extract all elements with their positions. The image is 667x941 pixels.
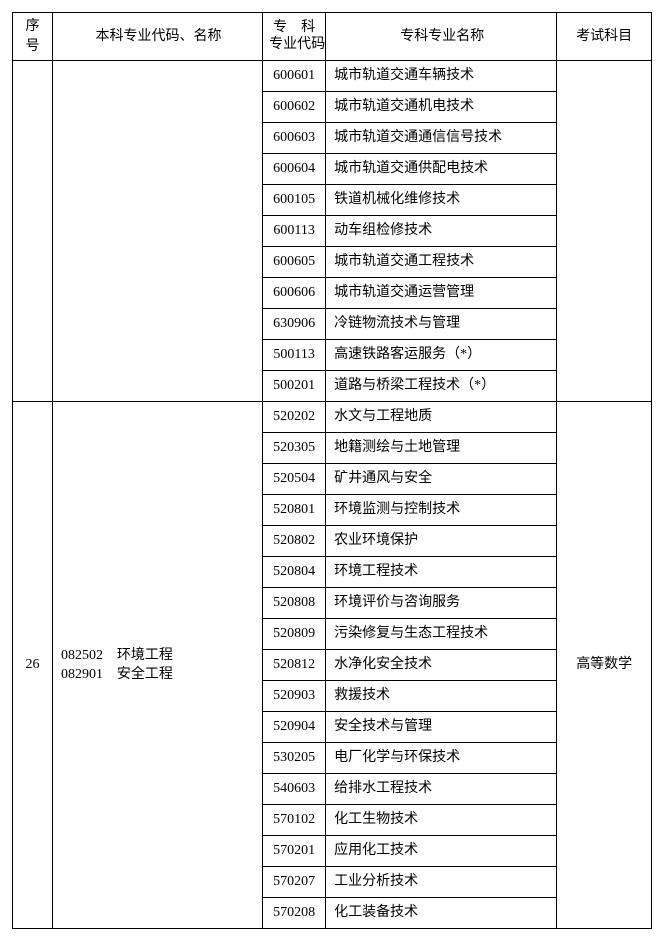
cell-zk-name: 农业环境保护 xyxy=(326,526,557,557)
cell-zk-code: 520904 xyxy=(263,712,326,743)
cell-exam xyxy=(557,61,652,402)
cell-zk-name: 城市轨道交通通信信号技术 xyxy=(326,123,557,154)
cell-seq xyxy=(13,61,53,402)
cell-zk-name: 化工装备技术 xyxy=(326,898,557,929)
cell-zk-name: 电厂化学与环保技术 xyxy=(326,743,557,774)
col-header-zkcode: 专 科 专业代码 xyxy=(263,13,326,61)
cell-zk-code: 570207 xyxy=(263,867,326,898)
cell-bk xyxy=(52,61,262,402)
cell-zk-code: 520202 xyxy=(263,402,326,433)
table-row: 26082502 环境工程 082901 安全工程520202水文与工程地质高等… xyxy=(13,402,652,433)
cell-zk-code: 520305 xyxy=(263,433,326,464)
cell-zk-name: 环境工程技术 xyxy=(326,557,557,588)
cell-zk-code: 600602 xyxy=(263,92,326,123)
cell-zk-name: 城市轨道交通运营管理 xyxy=(326,278,557,309)
cell-zk-code: 520802 xyxy=(263,526,326,557)
cell-zk-code: 570102 xyxy=(263,805,326,836)
cell-zk-code: 520504 xyxy=(263,464,326,495)
cell-seq: 26 xyxy=(13,402,53,929)
cell-zk-code: 600601 xyxy=(263,61,326,92)
cell-zk-code: 530205 xyxy=(263,743,326,774)
cell-bk: 082502 环境工程 082901 安全工程 xyxy=(52,402,262,929)
col-header-bk: 本科专业代码、名称 xyxy=(52,13,262,61)
cell-zk-code: 520808 xyxy=(263,588,326,619)
cell-zk-name: 水文与工程地质 xyxy=(326,402,557,433)
cell-zk-name: 化工生物技术 xyxy=(326,805,557,836)
cell-zk-name: 环境评价与咨询服务 xyxy=(326,588,557,619)
cell-zk-code: 520903 xyxy=(263,681,326,712)
cell-zk-code: 500201 xyxy=(263,371,326,402)
cell-zk-name: 应用化工技术 xyxy=(326,836,557,867)
cell-zk-code: 600606 xyxy=(263,278,326,309)
majors-table: 序号 本科专业代码、名称 专 科 专业代码 专科专业名称 考试科目 600601… xyxy=(12,12,652,929)
cell-zk-code: 600113 xyxy=(263,216,326,247)
cell-zk-code: 520804 xyxy=(263,557,326,588)
cell-zk-name: 铁道机械化维修技术 xyxy=(326,185,557,216)
cell-zk-code: 600105 xyxy=(263,185,326,216)
cell-zk-name: 道路与桥梁工程技术（*） xyxy=(326,371,557,402)
cell-zk-name: 给排水工程技术 xyxy=(326,774,557,805)
cell-zk-code: 520809 xyxy=(263,619,326,650)
cell-zk-code: 520801 xyxy=(263,495,326,526)
col-header-zkname: 专科专业名称 xyxy=(326,13,557,61)
cell-zk-name: 动车组检修技术 xyxy=(326,216,557,247)
cell-zk-name: 水净化安全技术 xyxy=(326,650,557,681)
cell-zk-name: 城市轨道交通供配电技术 xyxy=(326,154,557,185)
table-body: 600601城市轨道交通车辆技术600602城市轨道交通机电技术600603城市… xyxy=(13,61,652,929)
cell-zk-name: 高速铁路客运服务（*） xyxy=(326,340,557,371)
cell-exam: 高等数学 xyxy=(557,402,652,929)
cell-zk-code: 540603 xyxy=(263,774,326,805)
cell-zk-name: 城市轨道交通工程技术 xyxy=(326,247,557,278)
cell-zk-code: 520812 xyxy=(263,650,326,681)
cell-zk-name: 城市轨道交通机电技术 xyxy=(326,92,557,123)
cell-zk-name: 安全技术与管理 xyxy=(326,712,557,743)
table-header-row: 序号 本科专业代码、名称 专 科 专业代码 专科专业名称 考试科目 xyxy=(13,13,652,61)
cell-zk-name: 矿井通风与安全 xyxy=(326,464,557,495)
cell-zk-code: 570208 xyxy=(263,898,326,929)
cell-zk-name: 冷链物流技术与管理 xyxy=(326,309,557,340)
cell-zk-name: 污染修复与生态工程技术 xyxy=(326,619,557,650)
cell-zk-name: 城市轨道交通车辆技术 xyxy=(326,61,557,92)
table-row: 600601城市轨道交通车辆技术 xyxy=(13,61,652,92)
cell-zk-code: 600604 xyxy=(263,154,326,185)
cell-zk-code: 600603 xyxy=(263,123,326,154)
cell-zk-code: 500113 xyxy=(263,340,326,371)
cell-zk-name: 地籍测绘与土地管理 xyxy=(326,433,557,464)
cell-zk-name: 工业分析技术 xyxy=(326,867,557,898)
cell-zk-code: 570201 xyxy=(263,836,326,867)
cell-zk-name: 救援技术 xyxy=(326,681,557,712)
col-header-seq: 序号 xyxy=(13,13,53,61)
col-header-exam: 考试科目 xyxy=(557,13,652,61)
cell-zk-code: 600605 xyxy=(263,247,326,278)
cell-zk-code: 630906 xyxy=(263,309,326,340)
cell-zk-name: 环境监测与控制技术 xyxy=(326,495,557,526)
